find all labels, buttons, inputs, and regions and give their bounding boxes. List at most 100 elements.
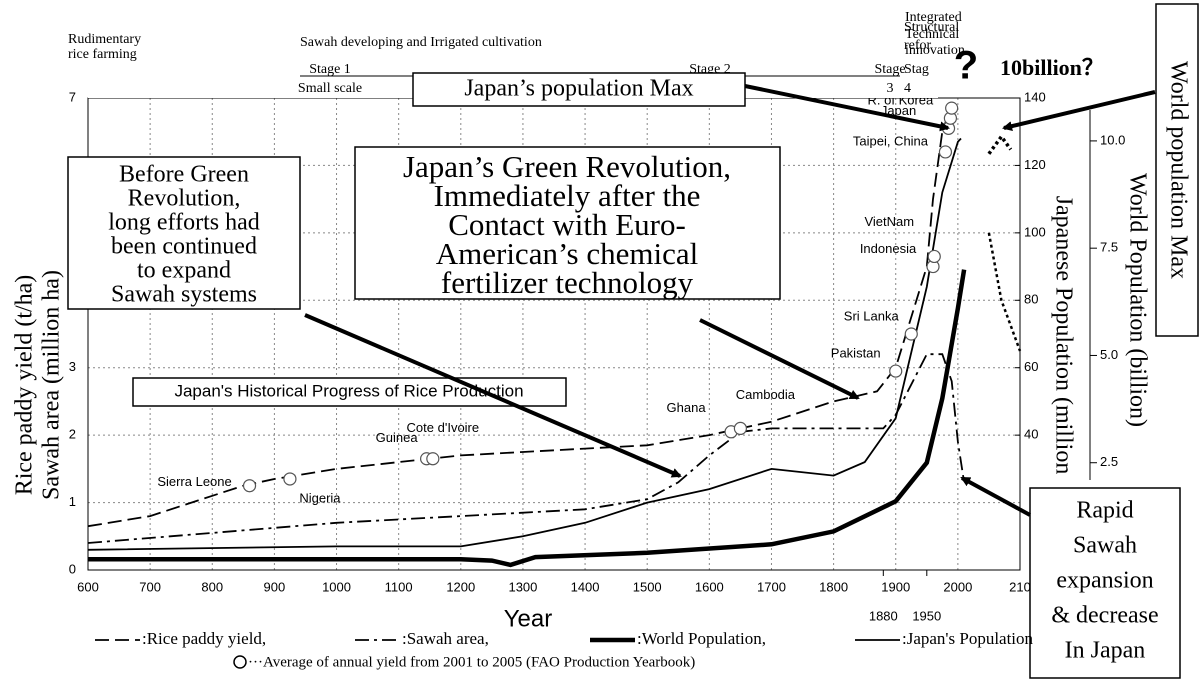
annotation-text: ?	[954, 44, 978, 88]
point-label: Guinea	[376, 430, 419, 445]
y-tick-label: 1	[69, 494, 76, 509]
y-tick-label: 0	[69, 561, 76, 576]
arrow	[960, 476, 1031, 517]
stage-label: Sawah developing and Irrigated cultivati…	[300, 35, 542, 50]
x-tick-label: 1600	[695, 579, 724, 594]
y2-tick-label: 60	[1024, 359, 1038, 374]
point-label: Taipei, China	[853, 133, 929, 148]
point	[927, 249, 941, 264]
annotation-box	[1155, 3, 1199, 337]
annotation-text: Immediately after the	[434, 178, 701, 213]
x-tick-label: 1950	[912, 608, 941, 623]
y3-tick-label: 7.5	[1100, 240, 1118, 255]
point-label: Cambodia	[736, 387, 796, 402]
annotation-text: Contact with Euro-	[448, 207, 686, 242]
legend-marker	[233, 655, 247, 669]
stage-label: Technical	[905, 27, 959, 42]
y2-tick-label: 100	[1024, 224, 1046, 239]
legend: :Rice paddy yield,:Sawah area,:World Pop…	[95, 629, 1034, 670]
stage-label: Stage	[874, 62, 905, 77]
annotation-text: Japan’s population Max	[464, 76, 693, 102]
y2-axis-label: Japanese Population (million	[1050, 196, 1076, 475]
series-line	[987, 232, 1022, 352]
stage-label: refor	[904, 38, 932, 53]
arrow	[1002, 90, 1156, 132]
x-tick-label: 1400	[571, 579, 600, 594]
point-label: Cote d'Ivoire	[407, 420, 480, 435]
x-axis-label: Year	[504, 605, 553, 632]
arrows	[304, 84, 1156, 517]
x-tick-label: 900	[264, 579, 286, 594]
legend-label: :Japan's Population	[902, 629, 1034, 648]
stage-label: Rudimentary	[68, 32, 141, 47]
stage-label: Stage 1	[309, 62, 351, 77]
y-axis-label: Sawah area (million ha)	[39, 270, 65, 500]
stage-label: Small scale	[298, 81, 362, 96]
point	[283, 472, 297, 486]
x-tick-label: 1800	[819, 579, 848, 594]
point-label: VietNam	[864, 214, 914, 229]
point	[426, 452, 440, 466]
x-tick-label: 1700	[757, 579, 786, 594]
series-line	[987, 133, 1013, 155]
annotation-text: Japan’s Green Revolution,	[403, 149, 731, 184]
stage-label: rice farming	[68, 47, 137, 62]
x-tick-label: 800	[201, 579, 223, 594]
y3-tick-label: 5.0	[1100, 347, 1118, 362]
y2-tick-label: 120	[1024, 157, 1046, 172]
point-label: Ghana	[667, 400, 707, 415]
annotation-text: Rapid	[1076, 498, 1133, 524]
x-tick-label: 2000	[943, 579, 972, 594]
box-title: Japan's Historical Progress of Rice Prod…	[174, 381, 523, 400]
y-axis-label: Rice paddy yield (t/ha)	[12, 275, 38, 496]
annotation-text: long efforts had	[108, 210, 260, 236]
point	[938, 145, 953, 159]
y2-tick-label: 140	[1024, 89, 1046, 104]
series-line	[87, 137, 962, 551]
annotation-text: American’s chemical	[436, 236, 699, 271]
x-tick-label: 1000	[322, 579, 351, 594]
point-label: Pakistan	[831, 346, 881, 361]
annotation-text: & decrease	[1051, 603, 1158, 629]
annotation-text: Sawah systems	[111, 282, 257, 308]
annotation-text: fertilizer technology	[441, 265, 694, 300]
point	[889, 364, 903, 378]
stage-label: Stag	[904, 62, 929, 77]
x-tick-label: 1200	[446, 579, 475, 594]
y3-tick-label: 2.5	[1100, 454, 1118, 469]
stage-label: Integrated	[905, 10, 962, 25]
annotation-text: World population Max	[1165, 61, 1191, 279]
x-tick-label: 1100	[385, 579, 413, 594]
point	[904, 327, 918, 341]
annotation-box	[1029, 487, 1181, 679]
stage-label: 3	[887, 81, 894, 96]
y2-tick-label: 40	[1024, 427, 1038, 442]
point-label: Sierra Leone	[157, 474, 231, 489]
x-tick-label: 700	[139, 579, 161, 594]
arrow	[699, 318, 860, 400]
y3-axis-label: World Population (billion)	[1124, 173, 1150, 427]
annotation-text: 10billion？	[1000, 55, 1104, 80]
annotation-box	[132, 377, 567, 407]
series-line	[87, 353, 965, 544]
ticks: 600 700 800 900 1000 1100 1200 1300 1400 1500 1600…	[69, 89, 1126, 632]
y-tick-label: 3	[69, 359, 76, 374]
x-tick-label: 1500	[633, 579, 662, 594]
annotation-box	[354, 146, 781, 300]
stage-label: innovation	[905, 43, 965, 58]
point	[733, 421, 748, 435]
stage-label: 4	[904, 81, 911, 96]
legend-label: :Sawah area,	[402, 629, 489, 648]
point	[945, 101, 959, 115]
annotation-box	[67, 156, 301, 310]
x-tick-label: 1880	[869, 608, 898, 623]
annotation-text: In Japan	[1065, 638, 1146, 664]
annotation-text: to expand	[137, 258, 231, 284]
y-tick-label: 7	[69, 89, 76, 104]
y3-tick-label: 10.0	[1100, 132, 1125, 147]
y2-tick-label: 80	[1024, 292, 1038, 307]
annotation-text: Before Green	[119, 162, 249, 188]
annotation-text: Sawah	[1073, 533, 1137, 559]
